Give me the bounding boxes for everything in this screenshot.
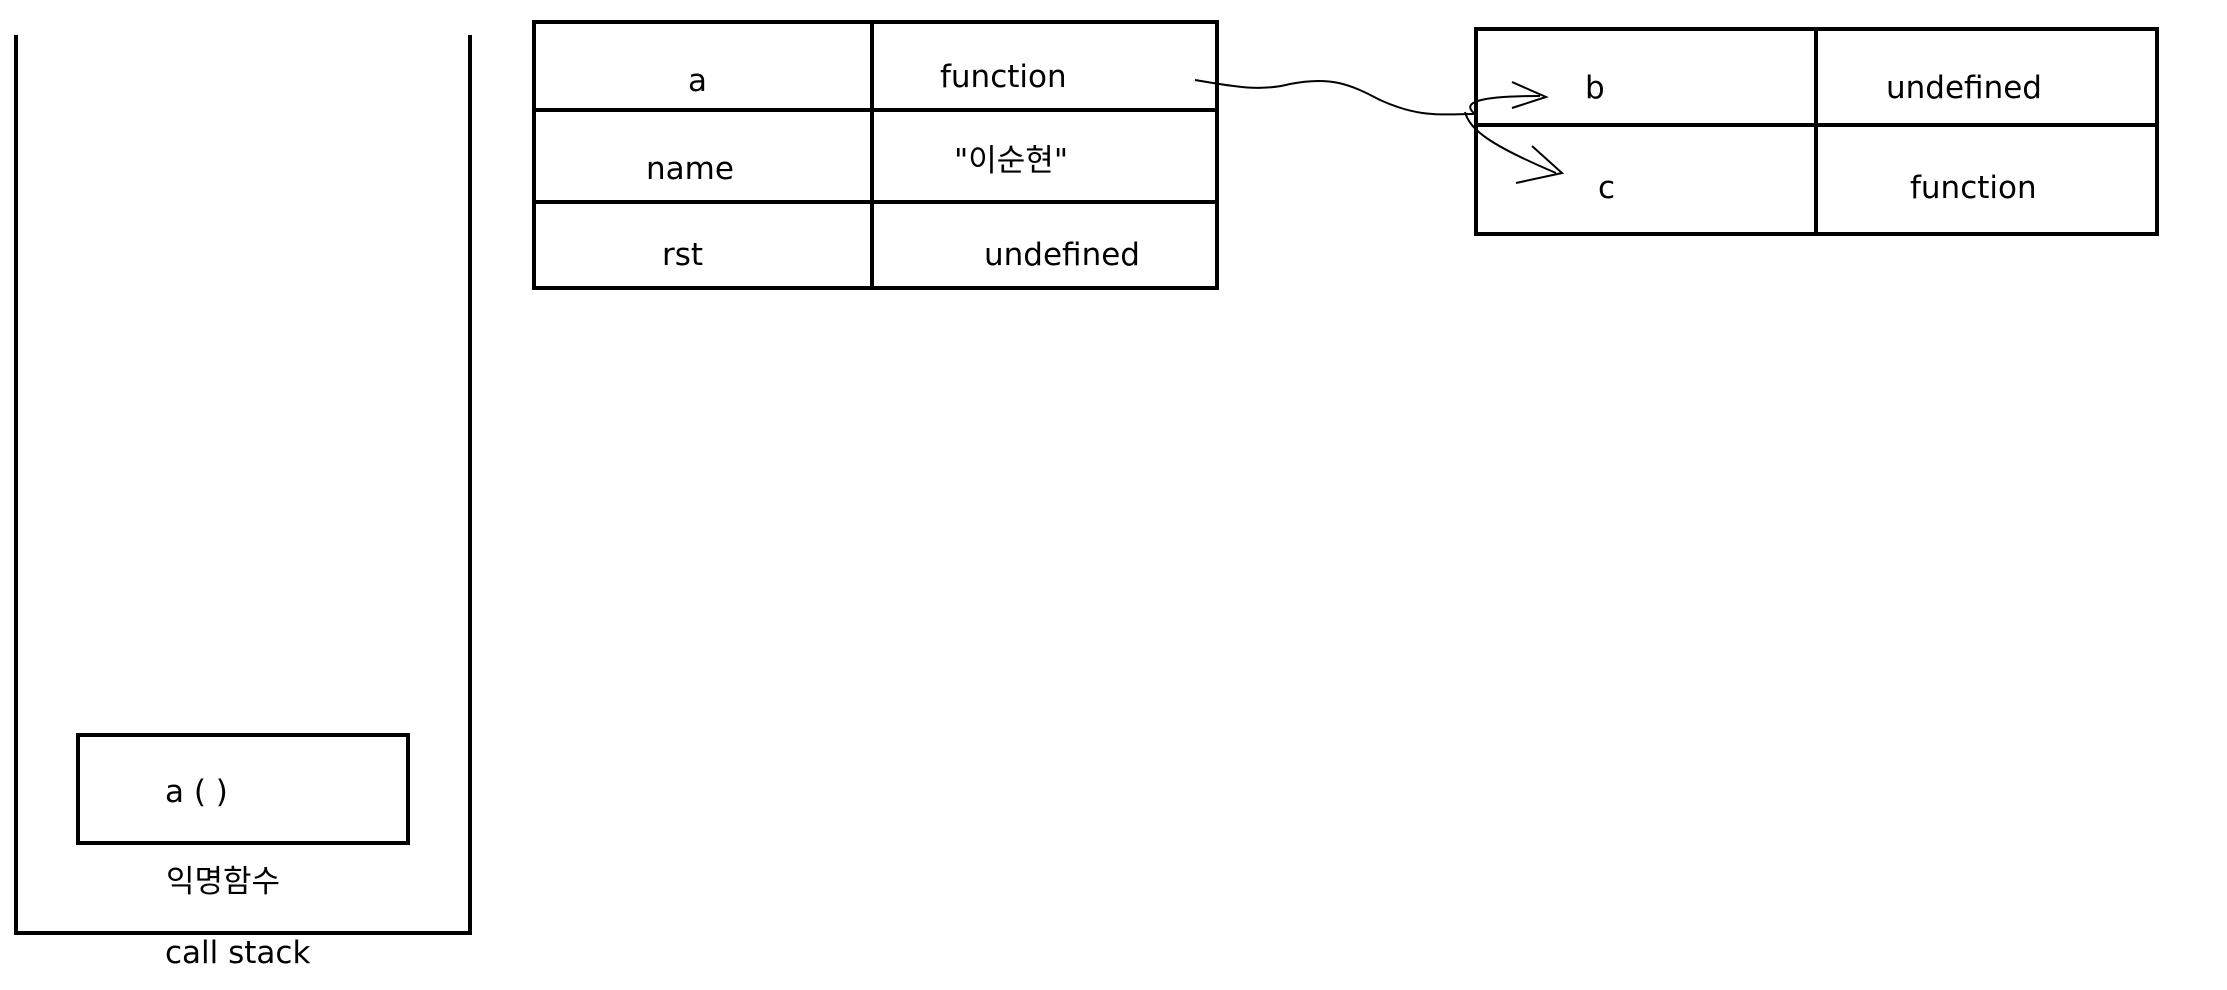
call-stack-right-wall [468, 35, 472, 935]
reference-curve [1194, 79, 1476, 116]
function-a-table-key-c: c [1598, 170, 1616, 206]
call-stack-frame-a: a ( ) [76, 733, 410, 845]
function-a-table-row-divider [1478, 123, 2155, 127]
global-table-value-rst: undefined [984, 237, 1140, 273]
function-a-table-key-b: b [1585, 70, 1605, 106]
function-a-table-value-c: function [1910, 170, 2037, 206]
global-table-row-divider-1 [536, 108, 1215, 112]
function-a-scope-table: b undefined c function [1474, 27, 2159, 236]
global-table-value-name: "이순현" [954, 143, 1069, 179]
global-table-row-divider-2 [536, 200, 1215, 204]
call-stack-bottom [14, 931, 472, 935]
call-stack-caption: call stack [165, 935, 311, 971]
global-table-key-name: name [646, 151, 734, 187]
global-table-value-a: function [940, 59, 1067, 95]
call-stack-frame-a-label: a ( ) [165, 774, 228, 810]
global-table-key-a: a [688, 63, 707, 99]
function-a-table-value-b: undefined [1886, 70, 2042, 106]
call-stack-frame-anonymous: 익명함수 [166, 864, 281, 900]
global-table-column-divider [870, 24, 874, 286]
global-variable-table: a function name "이순현" rst undefined [532, 20, 1219, 290]
function-a-table-column-divider [1814, 31, 1818, 232]
call-stack-left-wall [14, 35, 18, 935]
global-table-key-rst: rst [662, 237, 704, 273]
